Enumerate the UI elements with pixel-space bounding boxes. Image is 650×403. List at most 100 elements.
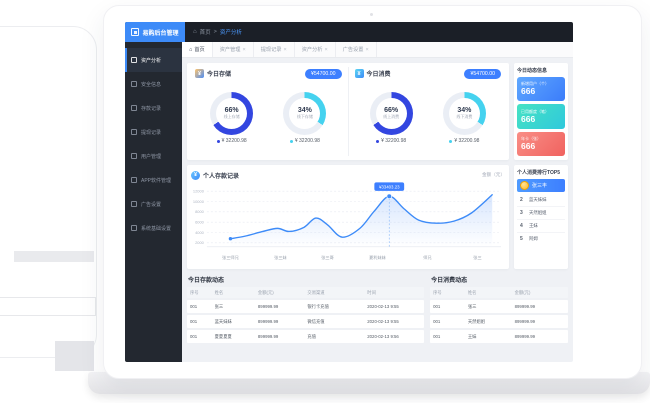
column-header: 交易渠道 — [307, 289, 325, 295]
tab-asset-analysis[interactable]: 资产分析 × — [295, 42, 336, 57]
stat-value: 666 — [521, 113, 536, 124]
donut-percent: 66% — [384, 107, 399, 115]
close-icon[interactable]: × — [242, 46, 246, 53]
donut-online-deposit: 66% 线上存储 — [210, 92, 254, 135]
ranking-number: 4 — [520, 223, 523, 229]
stat-label: 新增用户（个） — [521, 81, 549, 87]
cell: 001 — [190, 334, 198, 339]
legend-dot-icon — [216, 139, 220, 143]
tab-label: 广告设置 — [342, 47, 364, 53]
breadcrumb: ⌂ 首页 > 资产分析 — [193, 22, 242, 42]
breadcrumb-current[interactable]: 资产分析 — [219, 30, 242, 36]
sidebar-item-label: 用户管理 — [141, 153, 162, 160]
breadcrumb-separator: > — [213, 29, 217, 35]
chart-x-label: 张三 — [473, 255, 482, 260]
column-header: 姓名 — [467, 289, 477, 295]
laptop-lid: 易购后台管理 ⌂ 首页 > 资产分析 资产分析 — [103, 5, 642, 379]
sidebar-item-user-management[interactable]: 用户管理 — [125, 144, 182, 168]
cell: 899999.99 — [514, 304, 535, 309]
close-icon[interactable]: × — [283, 46, 287, 53]
chart-x-label: 张三妹 — [274, 255, 287, 260]
table-row: 001 张三 899999.99 银行卡充值 2020-02-13 9:55 — [187, 300, 425, 313]
dashboard-screen: 易购后台管理 ⌂ 首页 > 资产分析 资产分析 — [125, 22, 573, 362]
tab-label: 提现记录 — [260, 47, 282, 53]
ranking-row-3[interactable]: 3 天然姐姐 — [517, 207, 565, 220]
app-icon — [131, 177, 137, 183]
close-icon[interactable]: × — [324, 46, 328, 53]
column-header: 姓名 — [214, 289, 224, 295]
sidebar-item-app-management[interactable]: APP软件管理 — [125, 168, 182, 192]
sidebar-item-ad-settings[interactable]: 广告设置 — [125, 192, 182, 216]
cell: 001 — [190, 319, 198, 324]
tab-withdraw-records[interactable]: 提现记录 × — [254, 42, 295, 57]
deposit-table-title: 今日存款动态 — [188, 278, 225, 284]
cell: 899999.99 — [257, 304, 279, 309]
content-area: ⌂ 首页 资产管理 × 提现记录 × 资产分析 — [182, 42, 573, 362]
tab-label: 资产分析 — [301, 47, 323, 53]
chart-x-label: 张三师兄 — [222, 255, 239, 260]
donut-caption: 线上消费 — [383, 114, 400, 120]
column-header: 序号 — [433, 289, 442, 295]
donut-offline-consume: 34% 线下消费 — [442, 92, 486, 135]
chart-icon — [131, 57, 137, 63]
ranking-row-4[interactable]: 4 王妹 — [517, 220, 565, 233]
column-header: 金额(元) — [514, 289, 531, 295]
sidebar-item-system-settings[interactable]: 系统基础设置 — [125, 216, 182, 240]
cell: 银行卡充值 — [307, 303, 329, 309]
tab-label: 首页 — [194, 47, 205, 53]
stat-card-used-quota: 已用额度（笔） 666 — [517, 104, 565, 129]
sidebar-item-label: 提现记录 — [141, 129, 162, 136]
ranking-name: 张三丰 — [532, 183, 548, 189]
navbar: 易购后台管理 ⌂ 首页 > 资产分析 — [125, 22, 573, 42]
legend-value: ¥ 32200.98 — [454, 138, 480, 144]
deposit-table-panel: 今日存款动态 序号 姓名 金额(元) 交易渠道 时间 001 — [187, 274, 425, 357]
legend-value: ¥ 32200.98 — [294, 138, 320, 144]
sidebar-item-withdraw-records[interactable]: 提现记录 — [125, 120, 182, 144]
table-row: 001 蓝天妹妹 899999.99 微信充值 2020-02-13 9:55 — [187, 315, 425, 328]
consume-table-panel: 今日消费动态 序号 姓名 金额(元) 001 张三 899999.99 — [430, 274, 568, 357]
chart-title-icon: ¥ — [191, 170, 200, 180]
consume-table-title: 今日消费动态 — [431, 278, 468, 284]
ranking-row-2[interactable]: 2 蓝天妹妹 — [517, 194, 565, 207]
donut-caption: 线下消费 — [456, 114, 473, 120]
line-chart: 12000 10000 8000 6000 4000 2000 ¥33403.23 — [193, 182, 502, 248]
chart-x-axis: 张三师兄 张三妹 张三哥 夏利妹妹 师兄 张三 — [191, 255, 505, 263]
cell: 899999.99 — [514, 334, 535, 339]
sidebar-item-label: 资产分析 — [141, 57, 162, 64]
tab-home[interactable]: ⌂ 首页 — [182, 42, 213, 57]
table-row: 001 夏夏夏夏 899999.99 充值 2020-02-13 9:56 — [187, 330, 425, 343]
close-icon[interactable]: × — [365, 46, 369, 53]
sidebar-item-asset-analysis[interactable]: 资产分析 — [125, 48, 182, 72]
donut-caption: 线上存储 — [223, 114, 240, 120]
donut-percent: 34% — [457, 107, 472, 115]
stat-card-year-cards: 年卡（张） 666 — [517, 131, 565, 156]
tab-asset-management[interactable]: 资产管理 × — [213, 42, 254, 57]
svg-text:12000: 12000 — [193, 189, 205, 194]
user-icon — [131, 153, 137, 159]
legend-dot-icon — [449, 139, 453, 143]
tab-bar: ⌂ 首页 资产管理 × 提现记录 × 资产分析 — [182, 42, 573, 58]
sidebar-item-security-info[interactable]: 安全信息 — [125, 72, 182, 96]
ranking-name: 王妹 — [529, 223, 538, 228]
ranking-row-5[interactable]: 5 阿姆 — [517, 233, 565, 245]
sidebar-item-deposit-records[interactable]: 存款记录 — [125, 96, 182, 120]
table-row: 001 张三 899999.99 — [430, 300, 568, 313]
cell: 充值 — [307, 333, 317, 339]
sidebar-item-label: 系统基础设置 — [141, 225, 172, 232]
column-header: 金额(元) — [257, 289, 274, 295]
svg-text:10000: 10000 — [193, 199, 205, 204]
donut-offline-deposit: 34% 线下存储 — [283, 92, 327, 135]
shield-icon — [131, 81, 137, 87]
legend-online-consume: ¥ 32200.98 — [376, 138, 406, 144]
breadcrumb-home[interactable]: 首页 — [199, 30, 211, 36]
stat-card-new-users: 新增用户（个） 666 — [517, 77, 565, 102]
home-icon: ⌂ — [193, 29, 197, 35]
ranking-row-1[interactable]: 张三丰 — [517, 179, 565, 192]
app-logo: 易购后台管理 — [125, 22, 185, 42]
chart-title: 个人存款记录 — [203, 173, 240, 180]
tab-ad-settings[interactable]: 广告设置 × — [336, 42, 377, 57]
deposit-total-badge: ¥54700.00 — [304, 68, 342, 79]
ranking-number: 3 — [520, 210, 523, 216]
cell: 王妹 — [467, 333, 477, 339]
